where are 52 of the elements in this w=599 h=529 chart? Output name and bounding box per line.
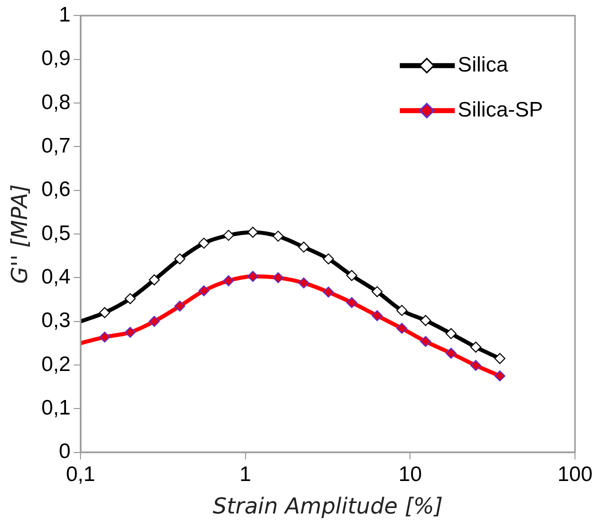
x-tick-label: 10 — [398, 462, 422, 486]
point — [247, 226, 258, 238]
point — [124, 293, 136, 304]
y-tick-label: 0 — [58, 440, 71, 464]
point — [372, 310, 383, 322]
point — [396, 304, 408, 316]
y-tick-label: 0,2 — [41, 352, 71, 376]
point — [174, 253, 186, 264]
point — [346, 297, 358, 308]
y-tick-label: 0,4 — [41, 265, 71, 288]
point — [223, 230, 234, 241]
point — [198, 285, 210, 296]
point — [494, 370, 506, 382]
point — [148, 316, 160, 327]
x-tick-label: 100 — [557, 462, 593, 486]
point — [124, 326, 136, 338]
y-tick-label: 0,8 — [41, 90, 71, 114]
point — [99, 307, 110, 318]
point — [272, 272, 284, 284]
point — [223, 275, 234, 286]
point — [396, 322, 408, 334]
point — [298, 277, 310, 288]
point — [99, 332, 110, 343]
y-tick-label: 1 — [58, 3, 71, 26]
point — [198, 238, 210, 249]
point — [272, 230, 284, 242]
x-tick-label: 1 — [240, 462, 252, 486]
point — [148, 274, 160, 286]
point — [420, 314, 432, 326]
legend-label: Silica-SP — [458, 98, 544, 122]
y-tick-label: 0,9 — [41, 47, 71, 70]
y-tick-label: 0,7 — [41, 134, 71, 158]
legend-label: Silica — [458, 53, 508, 76]
y-tick-label: 0,3 — [41, 309, 71, 332]
point — [494, 352, 506, 364]
point — [446, 328, 457, 340]
y-tick-label: 0,1 — [41, 396, 71, 420]
x-axis-title: Strain Amplitude [%] — [212, 494, 443, 520]
point — [322, 286, 334, 298]
point — [446, 348, 457, 359]
point — [322, 253, 334, 264]
point — [470, 360, 482, 371]
point — [346, 270, 358, 281]
point — [298, 242, 310, 253]
point — [420, 336, 432, 347]
y-tick-label: 0,5 — [41, 222, 71, 245]
point — [470, 342, 482, 353]
point — [174, 300, 186, 312]
point — [247, 270, 258, 282]
y-tick-label: 0,6 — [41, 178, 71, 202]
y-axis-title: G'' [MPA] — [8, 184, 33, 284]
point — [372, 286, 383, 298]
